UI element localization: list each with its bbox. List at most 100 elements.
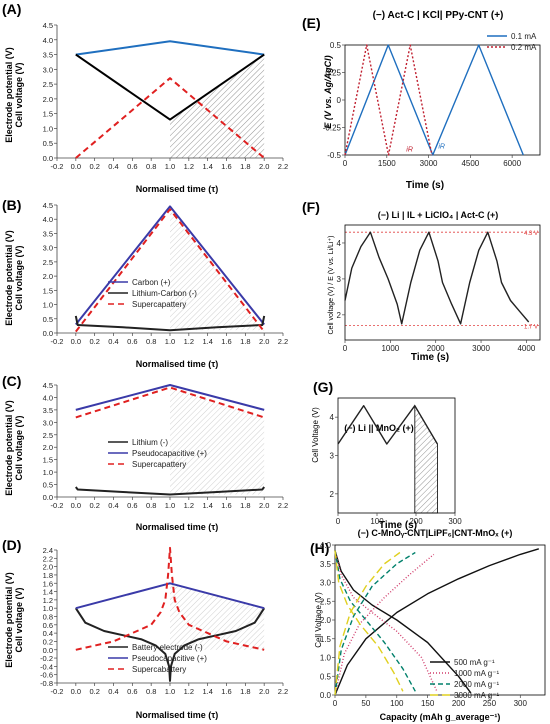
y-tick-label: 0.0 xyxy=(43,329,53,338)
x-tick-label: 0.6 xyxy=(127,687,137,696)
x-tick-label: 0.0 xyxy=(71,162,81,171)
panel-e-title: (−) Act-C | KCl| PPy-CNT (+) xyxy=(373,10,504,21)
x-tick-label: 0.2 xyxy=(89,501,99,510)
y-tick-label: 2.5 xyxy=(43,258,53,267)
series-line-0 xyxy=(337,405,439,445)
y-tick-label: 4.0 xyxy=(43,215,53,224)
x-tick-label: 0.0 xyxy=(71,687,81,696)
y-tick-label: 4.0 xyxy=(320,541,332,550)
panel-e: (E) (−) Act-C | KCl| PPy-CNT (+) E (V vs… xyxy=(302,10,541,191)
x-tick-label: 1.4 xyxy=(202,337,212,346)
legend-entry: 0.1 mA xyxy=(511,32,537,41)
x-tick-label: -0.2 xyxy=(51,687,64,696)
panel-a: (A) Electrode potential (V) Cell voltage… xyxy=(2,1,288,194)
y-tick-label: 0.0 xyxy=(43,646,53,655)
series-line-2 xyxy=(75,208,265,333)
x-tick-label: 200 xyxy=(409,517,423,526)
y-tick-label: 1.2 xyxy=(43,596,53,605)
y-tick-label: 1.0 xyxy=(43,468,53,477)
y-tick-label: 0.5 xyxy=(320,672,332,681)
x-tick-label: 3000 xyxy=(472,344,490,353)
panel-f-plot: 4.3 V 1.7 V 0 1000 2000 3000 4000 2 3 4 xyxy=(337,224,541,353)
y-tick-label: 1.4 xyxy=(43,588,53,597)
panel-d-xlabel: Normalised time (τ) xyxy=(136,710,219,720)
plot-frame xyxy=(344,224,541,341)
x-tick-label: 1.6 xyxy=(221,687,231,696)
y-tick-label: 0.4 xyxy=(43,629,53,638)
panel-g-label: (G) xyxy=(313,379,333,395)
panel-f-ylabel: Cell voltage (V) / E (V vs. Li/Li⁺) xyxy=(328,235,335,334)
y-tick-label: 4.5 xyxy=(43,21,53,30)
x-tick-label: 2.2 xyxy=(278,687,288,696)
legend-entry: Pseudocapacitive (+) xyxy=(132,654,207,663)
panel-d-ylabel-2: Cell voltage (V) xyxy=(14,587,24,652)
x-tick-label: 1.8 xyxy=(240,162,250,171)
y-tick-label: 1.6 xyxy=(43,579,53,588)
series-line-0 xyxy=(75,205,265,326)
x-tick-label: 300 xyxy=(448,517,462,526)
x-tick-label: 0.6 xyxy=(127,337,137,346)
panel-e-plot: 0 1500 3000 4500 6000 -0.5 -0.25 0 0.25 0.5 iR iR 0.… xyxy=(323,32,541,168)
y-tick-label: 1.5 xyxy=(43,456,53,465)
series-line-2 xyxy=(334,553,435,696)
y-tick-label: -0.4 xyxy=(40,662,53,671)
legend-entry: Supercapattery xyxy=(132,460,186,469)
x-tick-label: 3000 xyxy=(420,159,438,168)
panel-d-label: (D) xyxy=(2,537,21,553)
y-tick-label: -0.25 xyxy=(323,124,342,133)
x-tick-label: 200 xyxy=(452,699,466,708)
panel-b-plot: -0.2 0.0 0.2 0.4 0.6 0.8 1.0 1.2 1.4 1.6 1.8 2.0 2.2… xyxy=(43,201,289,346)
x-tick-label: 0.4 xyxy=(108,337,118,346)
y-tick-label: 3.0 xyxy=(320,579,332,588)
y-tick-label: 1.0 xyxy=(43,301,53,310)
y-tick-label: 0.6 xyxy=(43,621,53,630)
panel-g-ylabel: Cell Voltage (V) xyxy=(311,407,320,463)
series-line-1 xyxy=(75,53,265,121)
x-tick-label: 1.0 xyxy=(165,687,175,696)
x-tick-label: 0.8 xyxy=(146,337,156,346)
y-tick-label: 2.4 xyxy=(43,546,53,555)
legend-entry: Carbon (+) xyxy=(132,278,171,287)
x-tick-label: 2.2 xyxy=(278,162,288,171)
x-tick-label: 2.0 xyxy=(259,501,269,510)
y-tick-label: 1.5 xyxy=(43,286,53,295)
x-tick-label: 1.4 xyxy=(202,687,212,696)
y-tick-label: 0.5 xyxy=(330,41,342,50)
legend-entry: Lithium-Carbon (-) xyxy=(132,289,197,298)
x-tick-label: 0.2 xyxy=(89,687,99,696)
x-tick-label: 1.4 xyxy=(202,501,212,510)
x-tick-label: 1.8 xyxy=(240,337,250,346)
shaded-region-0 xyxy=(170,54,265,158)
x-tick-label: 0.0 xyxy=(71,337,81,346)
y-tick-label: 0.8 xyxy=(43,613,53,622)
x-tick-label: 1.6 xyxy=(221,162,231,171)
y-tick-label: -0.2 xyxy=(40,654,53,663)
series-line-0 xyxy=(334,548,540,696)
panel-f-xlabel: Time (s) xyxy=(411,352,449,363)
panel-h: (H) (−) C-MnOᵧ-CNT|LiPF₆|CNT-MnOₓ (+) Ce… xyxy=(310,528,546,722)
y-tick-label: 4.0 xyxy=(43,393,53,402)
y-tick-label: 2.0 xyxy=(43,563,53,572)
series-line-0 xyxy=(344,231,530,325)
panel-f-title: (−) Li | IL + LiClO₄ | Act-C (+) xyxy=(378,210,499,220)
y-tick-label: 3.0 xyxy=(43,244,53,253)
panel-b-ylabel-1: Electrode potential (V) xyxy=(4,230,14,326)
y-tick-label: 2.0 xyxy=(43,95,53,104)
x-tick-label: 1.2 xyxy=(184,501,194,510)
panel-c: (C) Electrode potential (V) Cell voltage… xyxy=(2,373,288,532)
x-tick-label: 1.2 xyxy=(184,687,194,696)
y-tick-label: 0.25 xyxy=(325,69,341,78)
x-tick-label: 4500 xyxy=(461,159,479,168)
panel-a-xlabel: Normalised time (τ) xyxy=(136,184,219,194)
x-tick-label: 1.8 xyxy=(240,501,250,510)
x-tick-label: 250 xyxy=(483,699,497,708)
y-tick-label: 4.5 xyxy=(43,381,53,390)
y-tick-label: 4.0 xyxy=(43,36,53,45)
series-line-0 xyxy=(344,44,524,156)
y-tick-label: 1.0 xyxy=(43,124,53,133)
y-tick-label: 3 xyxy=(330,452,335,461)
x-tick-label: 2.2 xyxy=(278,337,288,346)
x-tick-label: 0.6 xyxy=(127,501,137,510)
x-tick-label: 2.0 xyxy=(259,337,269,346)
